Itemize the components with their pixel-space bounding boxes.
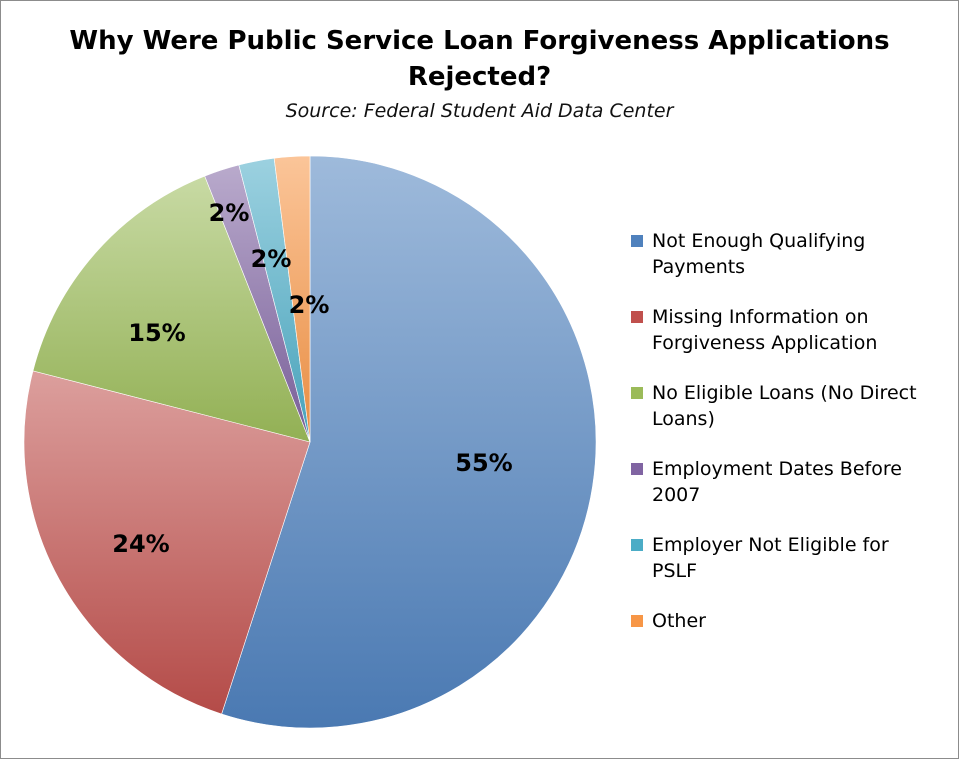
legend-label: No Eligible Loans (No Direct bbox=[652, 382, 917, 404]
data-label-not-enough-qualifying-payments: 55% bbox=[455, 449, 512, 477]
legend-item-missing-information-on-forgiveness-application: Missing Information on Forgiveness Applic… bbox=[628, 304, 948, 356]
legend-item-employment-dates-before-2007: Employment Dates Before 2007 bbox=[628, 456, 948, 508]
legend-swatch bbox=[631, 463, 643, 475]
legend-label: Not Enough Qualifying bbox=[652, 230, 866, 252]
legend-label: PSLF bbox=[652, 560, 698, 582]
pie-slice-no-eligible-loans-no-direct-loans bbox=[32, 175, 311, 443]
data-label-missing-information-on-forgiveness-application: 24% bbox=[112, 530, 169, 558]
chart-title-line2: Rejected? bbox=[407, 62, 552, 92]
pie-slice-not-enough-qualifying-payments bbox=[221, 155, 597, 729]
pie-slice-other bbox=[273, 155, 311, 443]
chart-subtitle: Source: Federal Student Aid Data Center bbox=[285, 100, 674, 122]
legend-item-not-enough-qualifying-payments: Not Enough Qualifying Payments bbox=[628, 228, 948, 280]
legend-swatch bbox=[631, 387, 643, 399]
legend-label: Loans) bbox=[652, 408, 715, 430]
data-label-no-eligible-loans-no-direct-loans: 15% bbox=[128, 319, 185, 347]
legend-swatch bbox=[631, 539, 643, 551]
legend-label: Missing Information on bbox=[652, 306, 869, 328]
legend-item-employer-not-eligible-for-pslf: Employer Not Eligible for PSLF bbox=[628, 532, 948, 584]
legend-label: Other bbox=[652, 610, 706, 632]
legend-swatch bbox=[631, 235, 643, 247]
data-label-employer-not-eligible-for-pslf: 2% bbox=[251, 245, 292, 273]
legend-label: Employment Dates Before bbox=[652, 458, 902, 480]
legend-swatch bbox=[631, 311, 643, 323]
legend-item-no-eligible-loans-no-direct-loans: No Eligible Loans (No Direct Loans) bbox=[628, 380, 948, 432]
chart-title-line1: Why Were Public Service Loan Forgiveness… bbox=[69, 26, 890, 56]
legend-label: Employer Not Eligible for bbox=[652, 534, 889, 556]
legend-swatch bbox=[631, 615, 643, 627]
legend-label: Payments bbox=[652, 256, 746, 278]
legend-label: Forgiveness Application bbox=[652, 332, 878, 354]
chart-legend: Not Enough Qualifying Payments Missing Inf… bbox=[628, 228, 948, 658]
pie-slice-missing-information-on-forgiveness-application bbox=[23, 370, 311, 715]
legend-label: 2007 bbox=[652, 484, 701, 506]
data-label-employment-dates-before-2007: 2% bbox=[209, 199, 250, 227]
data-label-other: 2% bbox=[289, 291, 330, 319]
legend-item-other: Other bbox=[628, 608, 948, 634]
